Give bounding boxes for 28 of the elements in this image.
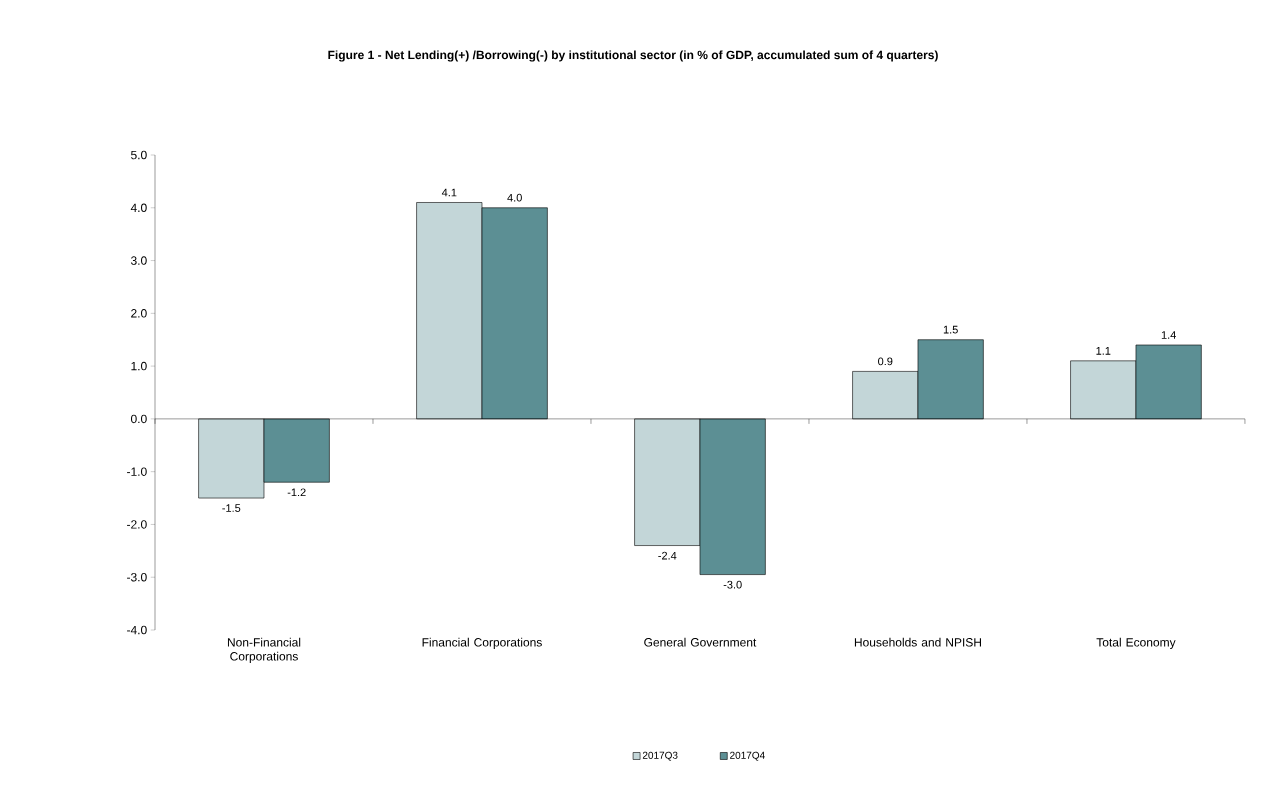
data-label: -1.2	[287, 488, 306, 497]
y-tick-label: 4.0	[130, 203, 147, 213]
x-tick-label: General Government	[644, 637, 757, 647]
data-label: -2.4	[658, 551, 677, 560]
x-tick-label: Households and NPISH	[854, 637, 981, 647]
y-tick-label: -3.0	[127, 572, 147, 582]
y-tick-label: 3.0	[130, 256, 147, 265]
y-tick-label: -1.0	[127, 467, 147, 476]
data-label: -3.0	[723, 580, 742, 589]
y-tick-label: 2.0	[131, 309, 147, 318]
chart-title: Figure 1 - Net Lending(+) /Borrowing(-) by institutional sector (in % of GDP, accumulated sum of 4 quarters)	[328, 50, 938, 62]
data-label: 1.4	[1161, 331, 1176, 339]
x-tick-label: Total Economy	[1096, 637, 1176, 649]
y-tick-label: 5.0	[131, 150, 147, 160]
data-label: 0.9	[878, 357, 893, 366]
data-label: -1.5	[222, 504, 241, 512]
y-tick-label: -2.0	[127, 520, 147, 529]
x-tick-label: Non-Financial Corporations	[227, 637, 301, 663]
y-tick-label: -4.0	[127, 625, 147, 635]
y-tick-label: 0.0	[130, 414, 147, 424]
data-label: 1.5	[943, 325, 958, 334]
legend-label: 2017Q3	[642, 751, 678, 761]
data-label: 4.1	[441, 188, 457, 197]
legend-label: 2017Q4	[730, 751, 765, 761]
data-label: 1.1	[1096, 347, 1111, 355]
y-tick-label: 1.0	[131, 361, 147, 371]
data-label: 4.0	[507, 193, 522, 202]
x-tick-label: Financial Corporations	[422, 637, 542, 649]
